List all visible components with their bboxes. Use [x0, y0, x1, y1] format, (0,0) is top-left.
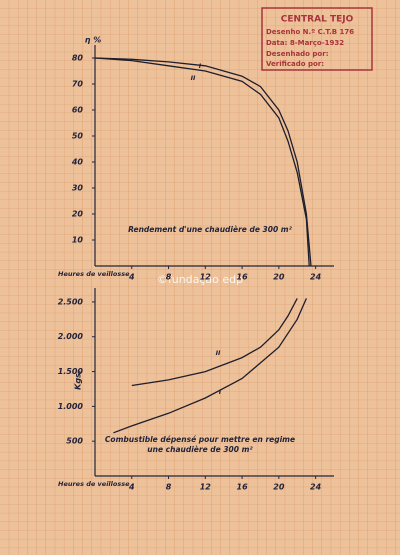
y-axis-label: η % [85, 36, 102, 45]
x-tick-label: 16 [237, 483, 249, 492]
x-axis-label: Heures de veillosse [58, 270, 130, 278]
chart-title: Combustible dépensé pour mettre en regim… [105, 435, 295, 454]
curve [94, 57, 312, 267]
y-tick-label: 2.000 [58, 332, 84, 341]
x-tick-label: 12 [200, 483, 212, 492]
x-tick-label: 12 [200, 273, 212, 282]
x-tick-label: 20 [273, 273, 285, 282]
x-tick-label: 4 [128, 273, 135, 282]
curve-label: II [191, 74, 196, 82]
curve [113, 298, 307, 434]
curve-label: II [216, 349, 221, 357]
curve [94, 57, 310, 267]
x-tick-label: 20 [273, 483, 285, 492]
curve-label: I [219, 388, 222, 396]
y-tick-label: 2.500 [58, 297, 84, 306]
x-tick-label: 8 [166, 273, 172, 282]
stamp-checked-by: Verificado por: [266, 60, 324, 68]
y-tick-label: 70 [72, 80, 84, 89]
stamp-date: Data: 8-Março-1932 [266, 39, 344, 47]
x-tick-label: 24 [310, 483, 322, 492]
watermark: ©fundação edp [157, 273, 243, 286]
x-tick-label: 24 [310, 273, 322, 282]
y-tick-label: 80 [72, 54, 84, 63]
y-tick-label: 1.500 [58, 367, 84, 376]
curve-label: I [199, 62, 202, 70]
curve [131, 298, 298, 387]
stamp-drawing: Desenho N.º C.T.B 176 [266, 28, 354, 36]
y-axis-label: Kgs. [74, 370, 83, 390]
x-tick-label: 8 [166, 483, 172, 492]
y-tick-label: 40 [71, 158, 84, 167]
stamp-title: CENTRAL TEJO [281, 15, 354, 25]
x-tick-label: 4 [128, 483, 135, 492]
x-tick-label: 16 [237, 273, 249, 282]
y-tick-label: 50 [72, 132, 84, 141]
y-tick-label: 60 [72, 106, 84, 115]
chart-title: Rendement d'une chaudière de 300 m² [128, 225, 293, 234]
y-tick-label: 10 [72, 236, 84, 245]
y-tick-label: 500 [66, 437, 83, 446]
x-axis-label: Heures de veillosse [58, 480, 130, 488]
y-tick-label: 30 [72, 184, 84, 193]
stamp-border [261, 7, 373, 71]
stamp: CENTRAL TEJO Desenho N.º C.T.B 176 Data:… [261, 7, 373, 71]
y-tick-label: 20 [72, 210, 84, 219]
y-tick-label: 1.000 [58, 402, 84, 411]
stamp-drawn-by: Desenhado por: [266, 50, 329, 58]
